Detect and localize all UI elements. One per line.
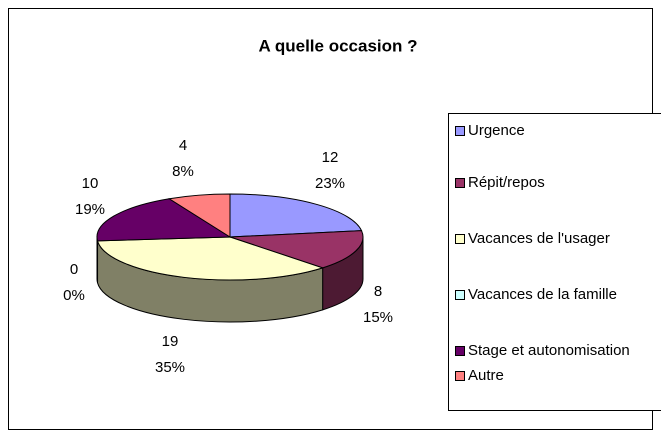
data-label-value: 12 bbox=[322, 149, 339, 166]
data-label-percent: 23% bbox=[315, 175, 345, 192]
chart-title: A quelle occasion ? bbox=[258, 36, 417, 55]
slice bbox=[96, 236, 325, 281]
slice bbox=[229, 193, 363, 238]
slice bbox=[229, 230, 364, 269]
legend-swatch bbox=[455, 234, 465, 244]
legend-swatch bbox=[455, 346, 465, 356]
data-label-value: 10 bbox=[82, 175, 99, 192]
slice bbox=[96, 198, 232, 242]
data-label-percent: 19% bbox=[75, 201, 105, 218]
data-label-percent: 0% bbox=[63, 287, 85, 304]
data-label-percent: 15% bbox=[363, 309, 393, 326]
slice-side bbox=[96, 236, 99, 283]
data-label-value: 19 bbox=[162, 333, 179, 350]
data-label-value: 8 bbox=[374, 283, 382, 300]
data-label-percent: 35% bbox=[155, 359, 185, 376]
legend-label: Urgence bbox=[468, 122, 525, 139]
legend-label: Vacances de l'usager bbox=[468, 230, 610, 247]
legend-label: Répit/repos bbox=[468, 174, 545, 191]
legend-label: Autre bbox=[468, 367, 504, 384]
legend-swatch bbox=[455, 290, 465, 300]
legend-label: Vacances de la famille bbox=[468, 286, 617, 303]
data-label-value: 0 bbox=[70, 261, 78, 278]
data-label-value: 4 bbox=[179, 137, 187, 154]
slice bbox=[167, 193, 231, 238]
legend-box bbox=[448, 113, 661, 411]
data-label-percent: 8% bbox=[172, 163, 194, 180]
legend-swatch bbox=[455, 178, 465, 188]
legend-swatch bbox=[455, 371, 465, 381]
legend-label: Stage et autonomisation bbox=[468, 342, 630, 359]
legend-swatch bbox=[455, 126, 465, 136]
